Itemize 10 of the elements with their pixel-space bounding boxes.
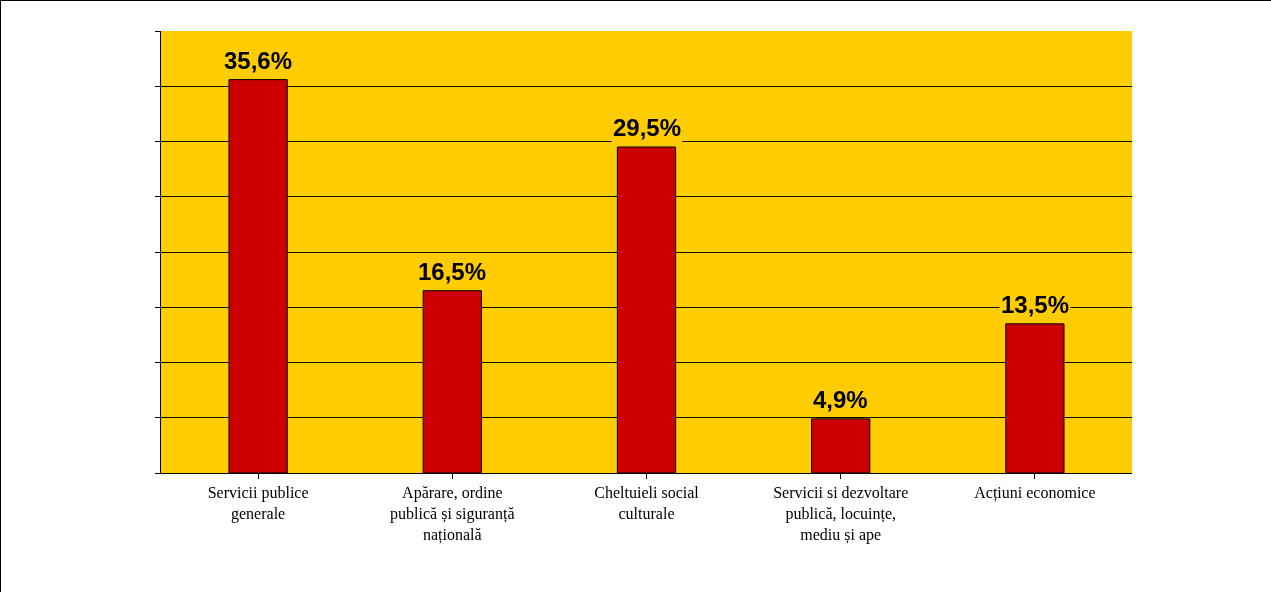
data-label: 35,6% [224, 47, 293, 74]
data-label: 13,5% [1001, 291, 1070, 318]
x-tick-label: Servicii publice generale [207, 484, 309, 523]
data-label: 16,5% [418, 258, 487, 285]
x-tick-label: Apărare, ordine publică și siguranță națională [390, 484, 515, 544]
data-label: 29,5% [613, 114, 682, 141]
x-tick-label: Servicii si dezvoltare publică, locuințe, mediu și ape [773, 484, 909, 544]
x-tick-label: Cheltuieli social culturale [594, 484, 700, 522]
data-label: 4,9% [813, 386, 868, 413]
x-tick-label: Acțiuni economice [974, 484, 1096, 503]
